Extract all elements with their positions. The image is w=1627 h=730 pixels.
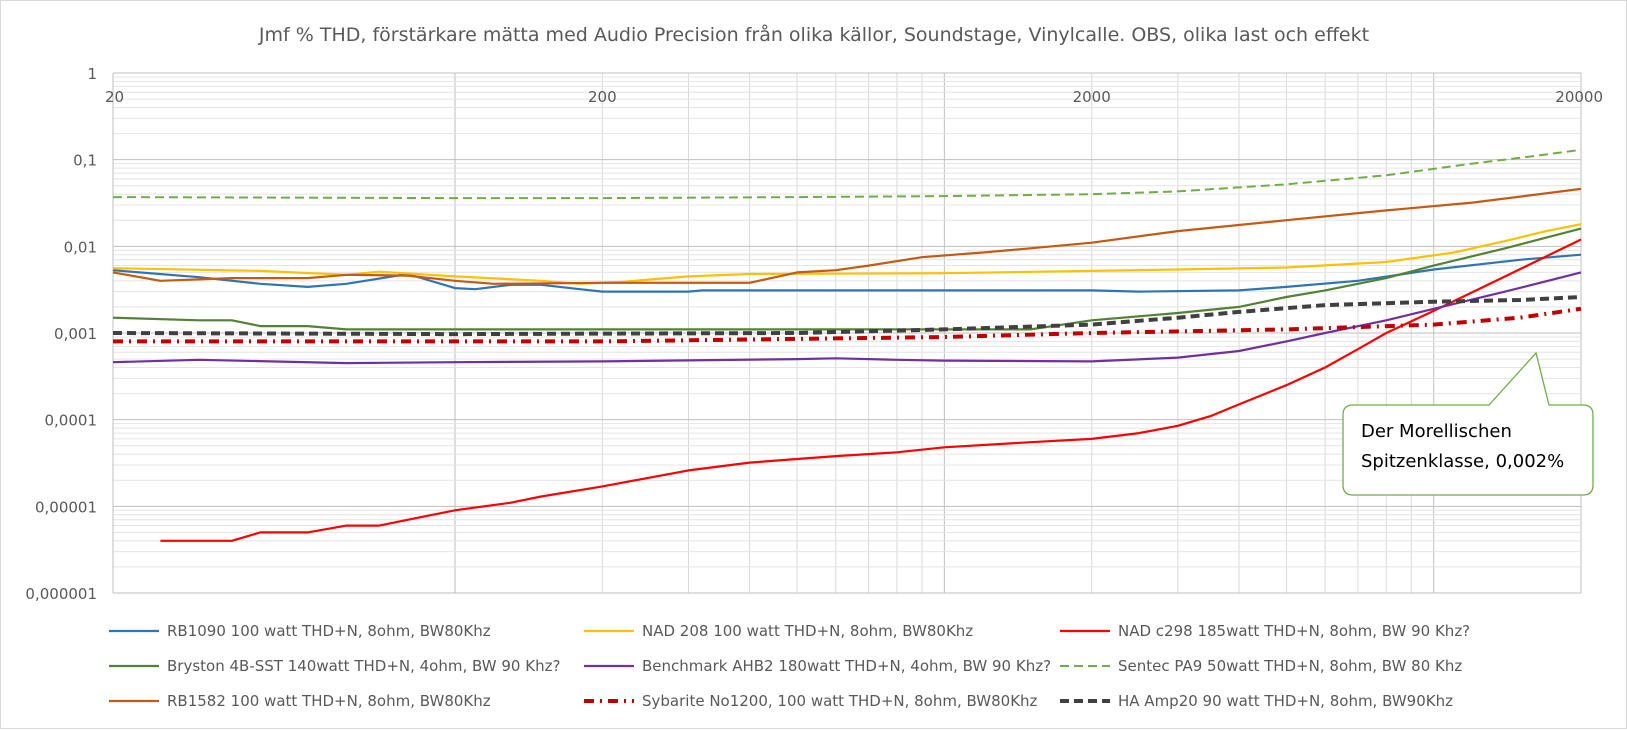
y-tick-label: 0,001: [54, 325, 97, 343]
y-tick-label: 0,1: [73, 152, 97, 170]
legend-label-5: Benchmark AHB2 180watt THD+N, 4ohm, BW 9…: [642, 657, 1051, 675]
y-tick-labels: 1 0,1 0,01 0,001 0,0001 0,00001 0,000001: [25, 65, 97, 603]
series-line-8: [113, 306, 1582, 344]
x-tick-label: 20: [105, 88, 124, 106]
series-line-5: [112, 271, 1582, 365]
x-tick-labels: 20 200 2000 20000: [105, 88, 1603, 106]
series-line-4: [112, 227, 1582, 331]
callout-line-2: Spitzenklasse, 0,002%: [1361, 451, 1564, 472]
y-tick-label: 0,0001: [45, 412, 98, 430]
legend-label-7: RB1582 100 watt THD+N, 8ohm, BW80Khz: [167, 692, 491, 710]
legend-label-2: NAD 208 100 watt THD+N, 8ohm, BW80Khz: [642, 622, 973, 640]
legend: RB1090 100 watt THD+N, 8ohm, BW80Khz NAD …: [109, 622, 1470, 710]
legend-label-3: NAD c298 185watt THD+N, 8ohm, BW 90 Khz?: [1118, 622, 1470, 640]
series-line-3: [160, 238, 1582, 542]
legend-label-8: Sybarite No1200, 100 watt THD+N, 8ohm, B…: [642, 692, 1038, 710]
y-tick-label: 0,01: [64, 238, 97, 256]
legend-label-6: Sentec PA9 50watt THD+N, 8ohm, BW 80 Khz: [1118, 657, 1462, 675]
legend-label-9: HA Amp20 90 watt THD+N, 8ohm, BW90Khz: [1118, 692, 1453, 710]
series-line-7: [112, 187, 1582, 285]
chart-title: Jmf % THD, förstärkare mätta med Audio P…: [258, 23, 1369, 46]
y-tick-label: 0,00001: [35, 498, 97, 516]
x-tick-label: 200: [588, 88, 617, 106]
series-line-2: [112, 223, 1582, 285]
x-tick-label: 2000: [1073, 88, 1111, 106]
grid: [112, 72, 1582, 594]
callout-bubble: [1342, 351, 1594, 496]
series-line-6: [112, 148, 1582, 200]
series-line-1: [112, 253, 1582, 293]
legend-label-1: RB1090 100 watt THD+N, 8ohm, BW80Khz: [167, 622, 491, 640]
y-tick-label: 0,000001: [25, 585, 97, 603]
legend-label-4: Bryston 4B-SST 140watt THD+N, 4ohm, BW 9…: [167, 657, 560, 675]
callout-line-1: Der Morellischen: [1361, 421, 1512, 442]
callout: Der Morellischen Spitzenklasse, 0,002%: [1342, 351, 1594, 496]
x-tick-label: 20000: [1555, 88, 1603, 106]
series-group: [112, 148, 1582, 542]
series-line-9: [112, 295, 1582, 337]
y-tick-label: 1: [87, 65, 97, 83]
